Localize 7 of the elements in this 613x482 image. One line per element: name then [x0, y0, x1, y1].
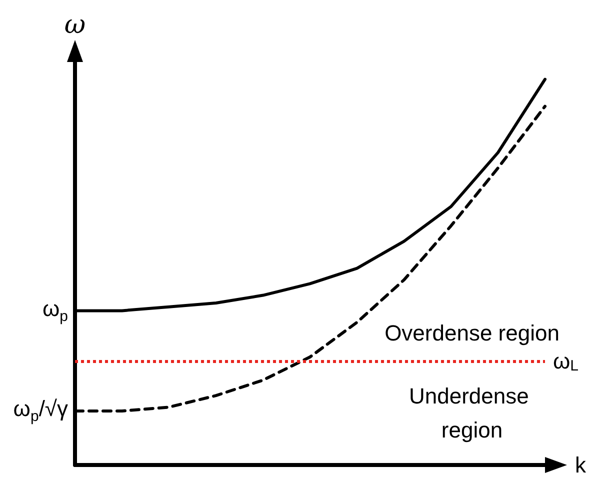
x-axis-title: k — [575, 452, 587, 478]
annotation: Overdense region — [384, 320, 560, 346]
text: ω$_{p}$ — [13, 396, 39, 426]
annotation: Underdense region — [409, 383, 535, 442]
text: ω — [64, 10, 86, 40]
text: /√γ — [38, 396, 68, 421]
text: p — [60, 308, 68, 325]
